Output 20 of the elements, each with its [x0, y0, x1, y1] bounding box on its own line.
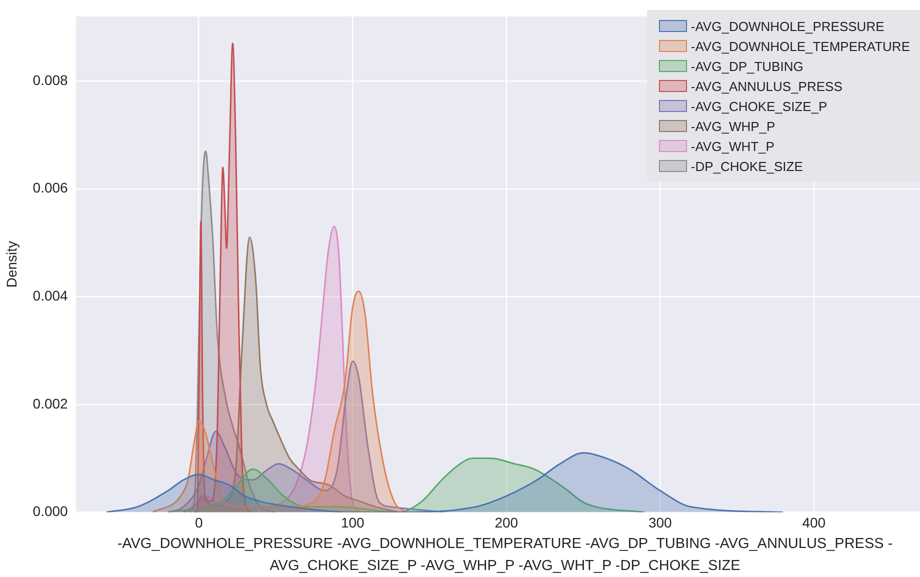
x-tick-label: 0 — [194, 514, 203, 530]
x-tick-label: 300 — [648, 514, 672, 530]
legend-label: -AVG_DP_TUBING — [690, 58, 804, 74]
legend-label: -AVG_DOWNHOLE_PRESSURE — [690, 18, 884, 34]
y-tick-label: 0.006 — [32, 180, 68, 196]
y-tick-label: 0.004 — [32, 287, 68, 304]
legend-label: -AVG_DOWNHOLE_TEMPERATURE — [690, 38, 910, 54]
legend-label: -AVG_CHOKE_SIZE_P — [690, 98, 828, 114]
legend-label: -DP_CHOKE_SIZE — [690, 158, 803, 174]
legend-label: -AVG_WHT_P — [690, 138, 774, 154]
x-tick-label: 400 — [802, 514, 826, 530]
y-tick-label: 0.008 — [32, 72, 68, 88]
x-tick-label: 200 — [494, 514, 518, 530]
y-tick-label: 0.000 — [32, 503, 68, 520]
y-axis-title: Density — [3, 240, 20, 288]
y-tick-label: 0.002 — [32, 395, 68, 412]
legend-label: -AVG_WHP_P — [690, 118, 776, 134]
legend-label: -AVG_ANNULUS_PRESS — [690, 78, 842, 94]
x-axis-title: -AVG_DOWNHOLE_PRESSURE -AVG_DOWNHOLE_TEMPERATURE -AVG_DP_TUBING -AVG_ANNULUS_PRESS -AVG_CHOKE_SIZE_P -AVG_WHP_P -AVG_WHT_P -DP_CHOKE_SIZE — [116, 535, 894, 576]
x-tick-label: 100 — [340, 514, 364, 530]
